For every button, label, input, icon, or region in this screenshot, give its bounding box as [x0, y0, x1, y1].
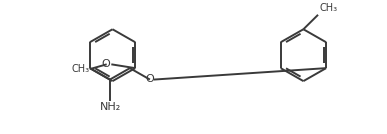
Text: O: O	[101, 59, 110, 69]
Text: CH₃: CH₃	[320, 3, 338, 13]
Text: NH₂: NH₂	[100, 102, 121, 112]
Text: O: O	[146, 74, 154, 84]
Text: CH₃: CH₃	[72, 64, 90, 74]
